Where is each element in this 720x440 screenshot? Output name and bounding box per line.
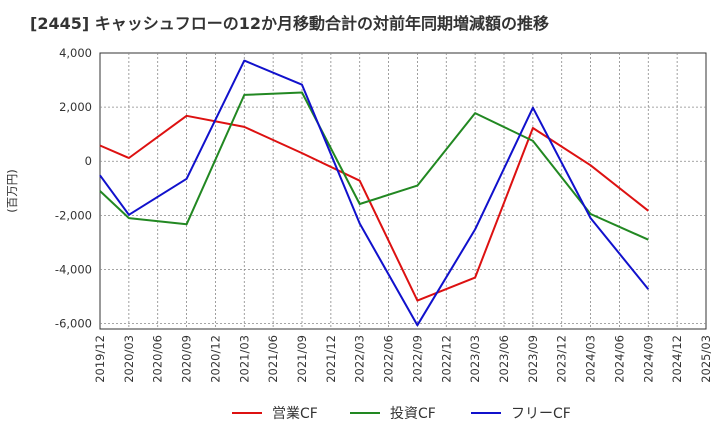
x-tick-label: 2020/09 <box>180 335 194 383</box>
x-axis-ticks: 2019/12 2020/03 2020/06 2020/09 2020/12 2021/… <box>93 335 713 383</box>
x-tick-label: 2021/09 <box>295 335 309 383</box>
x-tick-label: 2021/06 <box>266 335 280 383</box>
x-tick-label: 2019/12 <box>93 335 107 383</box>
legend-label-3: フリーCF <box>511 406 571 422</box>
x-tick-label: 2023/06 <box>497 335 511 383</box>
y-tick-label: 2,000 <box>59 100 92 114</box>
y-tick-label: -4,000 <box>55 262 92 276</box>
x-tick-label: 2024/03 <box>584 335 598 383</box>
x-tick-label: 2024/09 <box>641 335 655 383</box>
x-tick-label: 2023/12 <box>555 335 569 383</box>
x-tick-label: 2022/09 <box>410 335 424 383</box>
x-tick-label: 2021/03 <box>237 335 251 383</box>
series-line-2 <box>99 91 649 241</box>
x-tick-label: 2022/12 <box>439 335 453 383</box>
x-tick-label: 2023/03 <box>468 335 482 383</box>
legend-label-1: 営業CF <box>272 406 318 422</box>
y-tick-label: 0 <box>85 154 92 168</box>
x-tick-label: 2023/09 <box>526 335 540 383</box>
y-tick-label: 4,000 <box>59 46 92 60</box>
y-axis-label: (百万円) <box>5 169 19 212</box>
grid-layer <box>100 53 706 329</box>
x-tick-label: 2024/06 <box>612 335 626 383</box>
x-tick-label: 2021/12 <box>324 335 338 383</box>
x-tick-label: 2020/03 <box>122 335 136 383</box>
legend: 営業CF 投資CF フリーCF <box>232 406 571 422</box>
x-tick-label: 2024/12 <box>670 335 684 383</box>
y-axis-ticks: 4,000 2,000 0 -2,000 -4,000 -6,000 <box>55 46 92 331</box>
x-tick-label: 2025/03 <box>699 335 713 383</box>
x-tick-label: 2022/03 <box>353 335 367 383</box>
chart-title: [2445] キャッシュフローの12か月移動合計の対前年同期増減額の推移 <box>30 14 549 33</box>
series-layer <box>99 59 650 327</box>
y-tick-label: -6,000 <box>55 317 92 331</box>
legend-label-2: 投資CF <box>390 406 436 422</box>
y-tick-label: -2,000 <box>55 208 92 222</box>
x-tick-label: 2020/06 <box>151 335 165 383</box>
series-line-1 <box>99 114 649 302</box>
x-tick-label: 2020/12 <box>208 335 222 383</box>
series-line-3 <box>99 59 650 327</box>
x-tick-label: 2022/06 <box>382 335 396 383</box>
